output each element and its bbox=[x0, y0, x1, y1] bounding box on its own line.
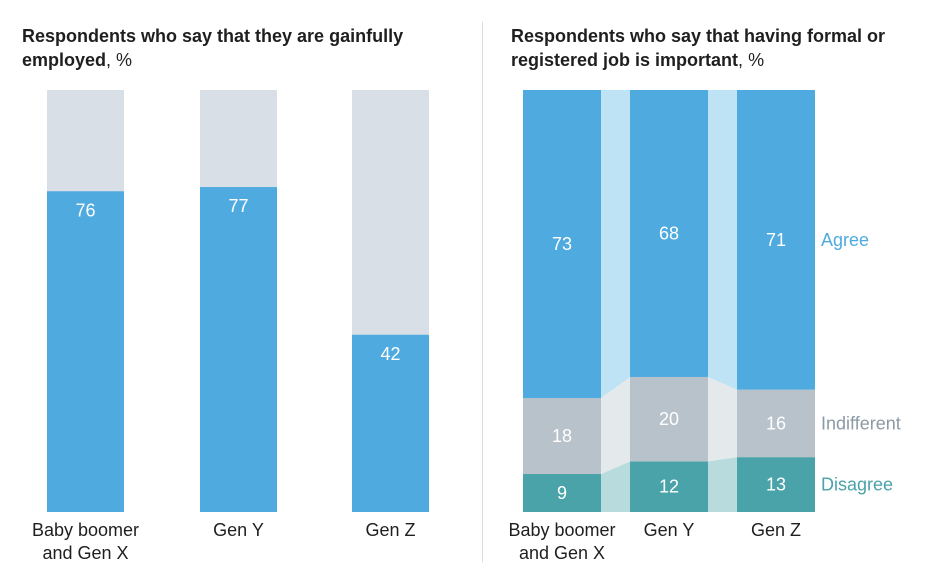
x-tick-label-right-baby-boomer-and-gen-x-1: and Gen X bbox=[519, 543, 605, 563]
segment-agree-gen-z bbox=[737, 90, 815, 390]
segment-indifferent-gen-y bbox=[630, 376, 708, 462]
segment-disagree-baby-boomer-and-gen-x bbox=[523, 474, 601, 512]
panel-divider bbox=[482, 22, 483, 562]
bar-label-baby-boomer-and-gen-x: 76 bbox=[75, 200, 95, 220]
connector-disagree-0 bbox=[601, 461, 630, 512]
left-chart-title-text: Respondents who say that they are gainfu… bbox=[22, 26, 404, 70]
right-chart-title-text: Respondents who say that having formal o… bbox=[511, 26, 886, 70]
segment-label-agree-gen-z: 71 bbox=[766, 230, 786, 250]
segment-label-indifferent-gen-y: 20 bbox=[659, 409, 679, 429]
x-tick-label-right-baby-boomer-and-gen-x-0: Baby boomer bbox=[508, 520, 615, 540]
x-tick-label-right-gen-z-0: Gen Z bbox=[751, 520, 801, 540]
connector-indifferent-0 bbox=[601, 376, 630, 475]
connector-disagree-1 bbox=[708, 457, 737, 512]
segment-label-agree-gen-y: 68 bbox=[659, 223, 679, 243]
segment-disagree-gen-y bbox=[630, 461, 708, 512]
segment-label-disagree-gen-y: 12 bbox=[659, 477, 679, 497]
connector-indifferent-1 bbox=[708, 376, 737, 462]
x-tick-label-baby-boomer-and-gen-x-1: and Gen X bbox=[42, 543, 128, 563]
segment-indifferent-gen-z bbox=[737, 389, 815, 458]
legend-indifferent: Indifferent bbox=[821, 413, 901, 433]
bar-gen-z bbox=[352, 334, 429, 512]
segment-agree-baby-boomer-and-gen-x bbox=[523, 90, 601, 399]
segment-label-agree-baby-boomer-and-gen-x: 73 bbox=[552, 234, 572, 254]
right-chart-title: Respondents who say that having formal o… bbox=[511, 26, 886, 70]
connector-agree-0 bbox=[601, 90, 630, 399]
left-chart-title: Respondents who say that they are gainfu… bbox=[22, 26, 404, 70]
bar-label-gen-z: 42 bbox=[380, 344, 400, 364]
segment-label-indifferent-baby-boomer-and-gen-x: 18 bbox=[552, 426, 572, 446]
bar-label-gen-y: 77 bbox=[228, 196, 248, 216]
segment-agree-gen-y bbox=[630, 90, 708, 377]
left-chart-unit: % bbox=[116, 50, 133, 70]
x-tick-label-baby-boomer-and-gen-x-0: Baby boomer bbox=[32, 520, 139, 540]
connector-agree-1 bbox=[708, 90, 737, 390]
bar-gen-y bbox=[200, 187, 277, 512]
x-tick-label-gen-y-0: Gen Y bbox=[213, 520, 264, 540]
segment-label-indifferent-gen-z: 16 bbox=[766, 413, 786, 433]
x-tick-label-right-gen-y-0: Gen Y bbox=[644, 520, 695, 540]
legend-disagree: Disagree bbox=[821, 475, 893, 495]
legend-agree: Agree bbox=[821, 230, 869, 250]
segment-indifferent-baby-boomer-and-gen-x bbox=[523, 398, 601, 475]
segment-label-disagree-gen-z: 13 bbox=[766, 475, 786, 495]
right-chart-unit: % bbox=[748, 50, 765, 70]
segment-disagree-gen-z bbox=[737, 457, 815, 512]
bar-baby-boomer-and-gen-x bbox=[47, 191, 124, 512]
segment-label-disagree-baby-boomer-and-gen-x: 9 bbox=[557, 483, 567, 503]
x-tick-label-gen-z-0: Gen Z bbox=[365, 520, 415, 540]
